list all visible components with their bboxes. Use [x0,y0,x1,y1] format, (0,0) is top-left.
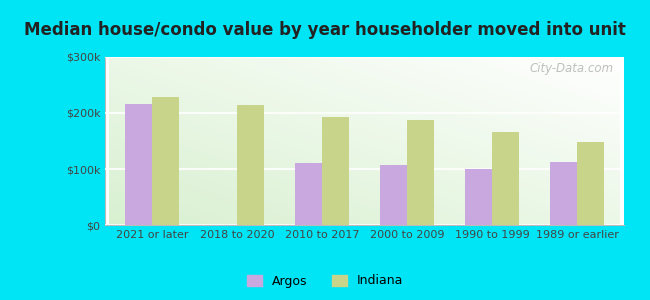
Text: Median house/condo value by year householder moved into unit: Median house/condo value by year househo… [24,21,626,39]
Bar [550,162,577,225]
Text: City-Data.com: City-Data.com [530,61,614,75]
Bar [125,104,152,225]
Bar [407,120,434,225]
Bar [295,164,322,225]
Bar [465,169,492,225]
Bar [152,97,179,225]
Legend: Argos, Indiana: Argos, Indiana [240,268,410,294]
Bar [492,132,519,225]
Bar [237,105,265,225]
Bar [577,142,605,225]
Bar [380,165,407,225]
Bar [322,117,349,225]
